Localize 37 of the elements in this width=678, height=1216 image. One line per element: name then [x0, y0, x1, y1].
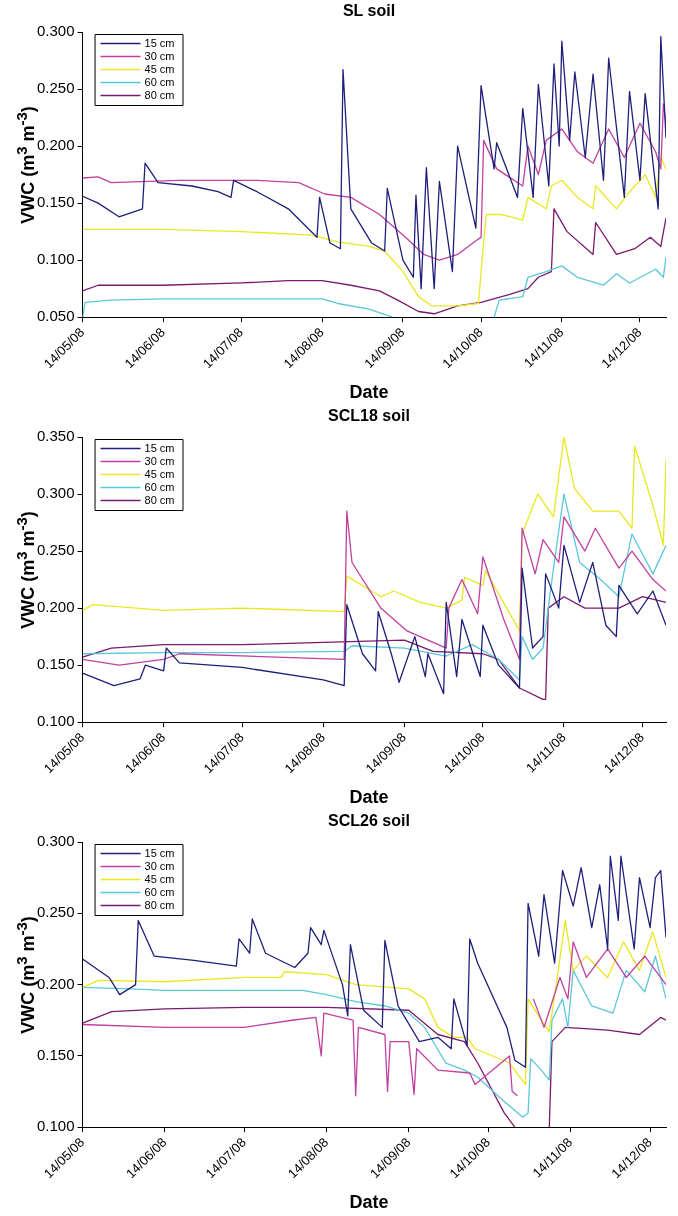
y-tick-label: 0.100 [36, 712, 75, 730]
legend-label: 15 cm [144, 36, 175, 49]
y-tick-label: 0.150 [36, 1046, 75, 1064]
y-tick-label: 0.250 [36, 79, 75, 97]
legend-label: 30 cm [144, 859, 175, 872]
y-tick-label: 0.100 [36, 1117, 75, 1135]
legend-label: 30 cm [144, 49, 175, 62]
legend-label: 80 cm [144, 898, 175, 911]
legend-label: 45 cm [144, 62, 175, 75]
x-axis-title: Date [348, 382, 390, 403]
y-tick-label: 0.300 [36, 832, 75, 850]
y-tick-label: 0.150 [36, 655, 75, 673]
legend-label: 15 cm [144, 846, 175, 859]
legend-label: 45 cm [144, 872, 175, 885]
y-tick-label: 0.050 [36, 307, 75, 325]
x-axis-title: Date [348, 1192, 390, 1213]
y-tick-label: 0.350 [36, 427, 75, 445]
legend-label: 60 cm [144, 75, 175, 88]
legend-label: 80 cm [144, 88, 175, 101]
y-tick-label: 0.150 [36, 193, 75, 211]
legend-label: 30 cm [144, 454, 175, 467]
y-tick-label: 0.100 [36, 250, 75, 268]
chart-title: SL soil [341, 2, 397, 20]
chart-title: SCL26 soil [327, 812, 411, 830]
x-axis-title: Date [348, 787, 390, 808]
y-tick-label: 0.300 [36, 484, 75, 502]
legend-label: 80 cm [144, 493, 175, 506]
chart-title: SCL18 soil [327, 407, 411, 425]
legend-label: 60 cm [144, 885, 175, 898]
legend-label: 15 cm [144, 441, 175, 454]
y-tick-label: 0.200 [36, 598, 75, 616]
y-tick-label: 0.300 [36, 22, 75, 40]
y-tick-label: 0.250 [36, 541, 75, 559]
legend-label: 60 cm [144, 480, 175, 493]
y-tick-label: 0.200 [36, 974, 75, 992]
y-tick-label: 0.200 [36, 136, 75, 154]
legend-label: 45 cm [144, 467, 175, 480]
